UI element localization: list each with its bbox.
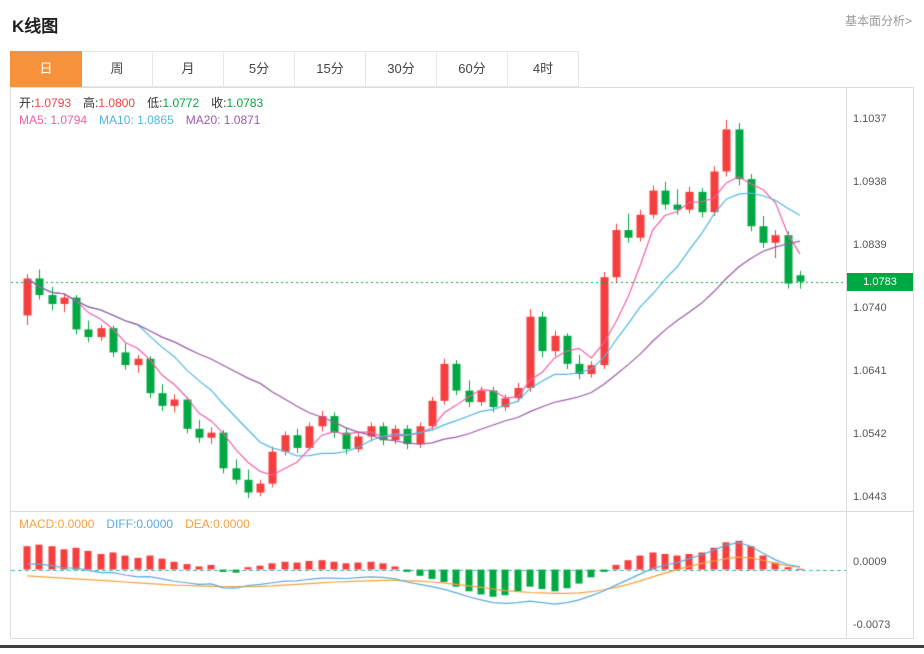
- legend-open: 开:1.0793: [19, 96, 72, 110]
- tab-interval-4时[interactable]: 4时: [508, 51, 579, 87]
- header: K线图 基本面分析>: [0, 0, 924, 43]
- macd-legend: MACD:0.0000 DIFF:0.0000 DEA:0.0000: [19, 517, 262, 531]
- macd-panel: MACD:0.0000 DIFF:0.0000 DEA:0.0000 0.0009 -…: [10, 511, 914, 639]
- legend-high: 高:1.0800: [83, 96, 136, 110]
- tab-interval-日[interactable]: 日: [10, 51, 82, 87]
- interval-tab-bar: 日周月 5分 15分 30分 60分 4时: [10, 51, 914, 87]
- ohlc-legend: 开:1.0793 高:1.0800 低:1.0772 收:1.0783: [19, 94, 275, 111]
- candlestick-canvas[interactable]: [11, 88, 846, 511]
- macd-axis: 0.0009 -0.0073: [846, 512, 913, 638]
- macd-canvas[interactable]: [11, 512, 846, 638]
- ma-legend: MA5: 1.0794 MA10: 1.0865 MA20: 1.0871: [19, 113, 272, 127]
- tab-interval-60分[interactable]: 60分: [437, 51, 508, 87]
- price-axis-tick: 1.0839: [853, 238, 887, 251]
- legend-ma20: MA20: 1.0871: [185, 113, 261, 127]
- price-axis: 1.1037 1.0938 1.0839 1.0740 1.0641 1.0542 1.04…: [846, 88, 913, 511]
- bottom-divider: [0, 645, 924, 648]
- main-chart-panel: 开:1.0793 高:1.0800 低:1.0772 收:1.0783 MA5: 1.…: [10, 87, 914, 512]
- legend-low: 低:1.0772: [147, 96, 200, 110]
- legend-ma10: MA10: 1.0865: [99, 113, 174, 127]
- price-axis-tick: 1.0740: [853, 302, 887, 315]
- macd-axis-tick: 0.0009: [853, 555, 887, 568]
- legend-ma5: MA5: 1.0794: [19, 113, 88, 127]
- tab-interval-周[interactable]: 周: [82, 51, 153, 87]
- fundamental-analysis-link[interactable]: 基本面分析>: [844, 14, 912, 28]
- tab-interval-15分[interactable]: 15分: [295, 51, 366, 87]
- macd-axis-tick: -0.0073: [853, 619, 891, 632]
- price-axis-tick: 1.0542: [853, 428, 887, 441]
- price-axis-tick: 1.0641: [853, 365, 887, 378]
- legend-close: 收:1.0783: [211, 96, 264, 110]
- price-axis-tick: 1.0443: [853, 491, 887, 504]
- page-title: K线图: [12, 17, 59, 36]
- tab-interval-30分[interactable]: 30分: [366, 51, 437, 87]
- legend-dea: DEA:0.0000: [185, 517, 250, 531]
- price-axis-tick: 1.0938: [853, 175, 887, 188]
- tab-interval-5分[interactable]: 5分: [224, 51, 295, 87]
- tab-interval-月[interactable]: 月: [153, 51, 224, 87]
- legend-macd: MACD:0.0000: [19, 517, 95, 531]
- current-price-badge: 1.0783: [847, 272, 913, 291]
- price-axis-tick: 1.1037: [853, 112, 887, 125]
- legend-diff: DIFF:0.0000: [106, 517, 174, 531]
